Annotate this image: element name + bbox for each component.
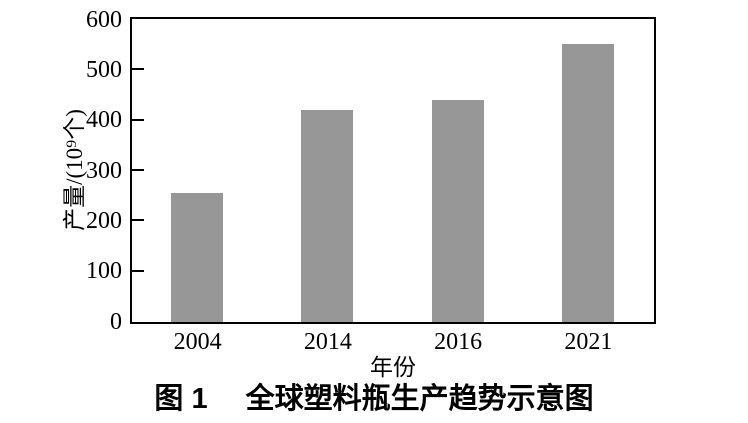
- bar-2021: [561, 44, 614, 322]
- x-tick-label-2021: 2021: [564, 329, 613, 355]
- bar-2004: [171, 192, 224, 322]
- y-tick-label: 500: [86, 56, 122, 83]
- y-tick-label: 300: [86, 157, 122, 184]
- caption-text: 全球塑料瓶生产趋势示意图: [245, 383, 594, 415]
- x-tick-label-2016: 2016: [434, 329, 483, 355]
- y-tick-label: 200: [86, 207, 122, 234]
- x-axis-title: 年份: [370, 355, 416, 380]
- x-tick-label-2004: 2004: [173, 329, 222, 355]
- figure-caption: 图 1 全球塑料瓶生产趋势示意图: [0, 383, 748, 415]
- x-tick-label-2014: 2014: [303, 329, 352, 355]
- bar-2016: [431, 100, 484, 322]
- plot-area: [130, 17, 656, 324]
- y-tick-mark: [132, 168, 144, 172]
- y-tick-label: 600: [86, 6, 122, 33]
- y-tick-label: 100: [86, 258, 122, 285]
- y-tick-label: 400: [86, 107, 122, 134]
- y-tick-mark: [132, 269, 144, 272]
- y-tick-mark: [132, 118, 144, 121]
- y-tick-label: 0: [110, 308, 122, 335]
- bar-2014: [301, 109, 354, 322]
- caption-number: 图 1: [154, 383, 208, 415]
- y-tick-mark: [132, 68, 144, 71]
- y-tick-mark: [132, 219, 144, 222]
